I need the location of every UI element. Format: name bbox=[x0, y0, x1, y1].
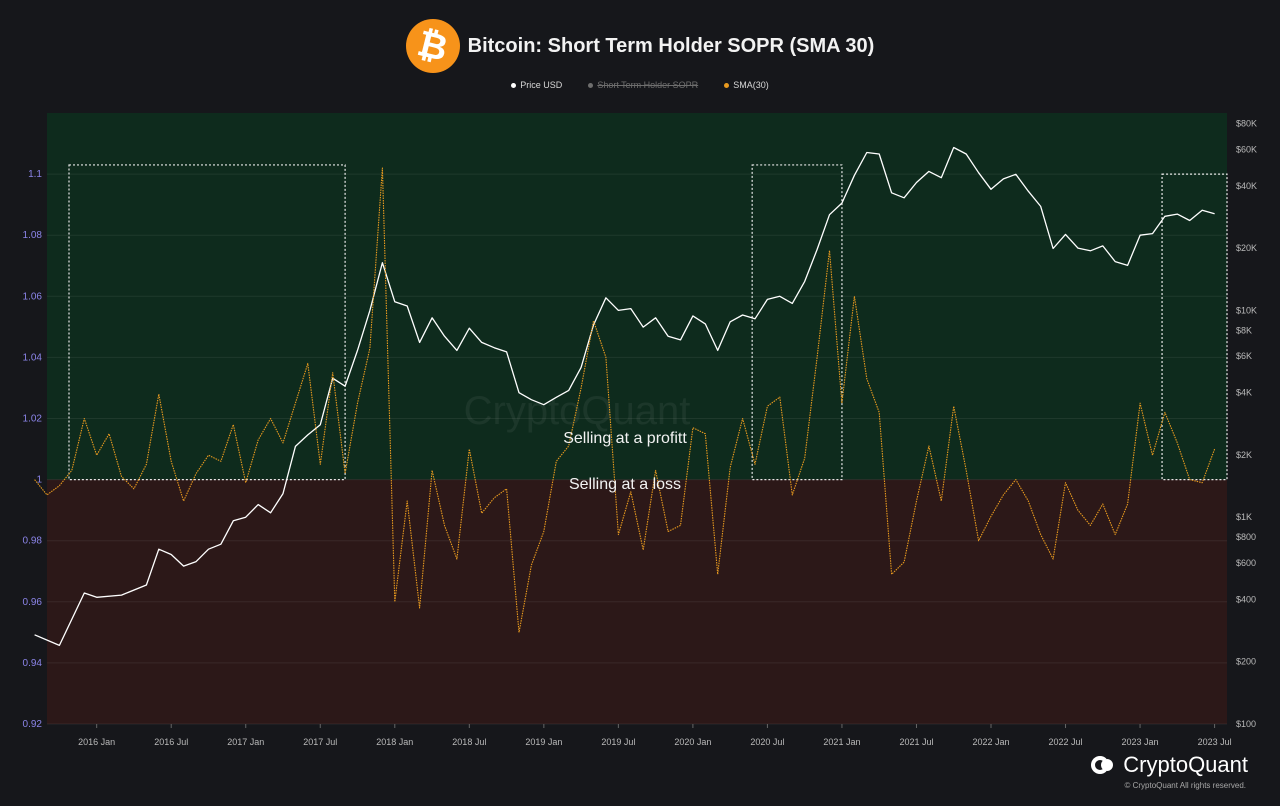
chart-header: ₿ Bitcoin: Short Term Holder SOPR (SMA 3… bbox=[0, 18, 1280, 74]
x-tick-label: 2023 Jan bbox=[1122, 737, 1159, 747]
right-tick-label: $2K bbox=[1236, 450, 1252, 460]
legend-label: Price USD bbox=[520, 80, 563, 90]
right-tick-label: $60K bbox=[1236, 144, 1257, 154]
right-tick-label: $8K bbox=[1236, 325, 1252, 335]
right-tick-label: $80K bbox=[1236, 119, 1257, 129]
legend-dot-icon bbox=[724, 82, 730, 88]
x-tick-label: 2019 Jul bbox=[601, 737, 635, 747]
left-tick-label: 0.92 bbox=[23, 719, 43, 730]
right-tick-label: $10K bbox=[1236, 305, 1257, 315]
legend-dot-icon bbox=[588, 82, 594, 88]
right-tick-label: $20K bbox=[1236, 243, 1257, 253]
cryptoquant-logo-icon bbox=[1091, 754, 1117, 776]
left-tick-label: 0.98 bbox=[23, 536, 43, 547]
left-tick-label: 0.96 bbox=[23, 597, 43, 608]
zone-profit bbox=[47, 113, 1227, 480]
legend-label: SMA(30) bbox=[733, 80, 769, 90]
legend-dot-icon bbox=[511, 82, 517, 88]
right-tick-label: $4K bbox=[1236, 388, 1252, 398]
chart-title: Bitcoin: Short Term Holder SOPR (SMA 30) bbox=[467, 34, 875, 57]
cryptoquant-brand: CryptoQuant bbox=[1091, 752, 1248, 778]
x-tick-label: 2017 Jul bbox=[303, 737, 337, 747]
zone-loss bbox=[47, 479, 1227, 724]
chart-legend: Price USD Short Term Holder SOPR SMA(30) bbox=[0, 80, 1280, 90]
x-tick-label: 2018 Jul bbox=[452, 737, 486, 747]
highlight-box bbox=[68, 164, 346, 481]
x-tick-label: 2021 Jan bbox=[823, 737, 860, 747]
left-tick-label: 1.02 bbox=[23, 414, 43, 425]
x-tick-label: 2019 Jan bbox=[525, 737, 562, 747]
right-tick-label: $6K bbox=[1236, 351, 1252, 361]
right-tick-label: $600 bbox=[1236, 558, 1256, 568]
right-tick-label: $100 bbox=[1236, 719, 1256, 729]
x-tick-label: 2020 Jul bbox=[750, 737, 784, 747]
x-tick-label: 2018 Jan bbox=[376, 737, 413, 747]
copyright-text: © CryptoQuant All rights reserved. bbox=[1124, 781, 1247, 790]
x-tick-label: 2017 Jan bbox=[227, 737, 264, 747]
x-tick-label: 2023 Jul bbox=[1198, 737, 1232, 747]
brand-name: CryptoQuant bbox=[1123, 752, 1248, 777]
left-tick-label: 1 bbox=[36, 475, 42, 486]
x-tick-label: 2016 Jul bbox=[154, 737, 188, 747]
x-tick-label: 2021 Jul bbox=[899, 737, 933, 747]
legend-item-sma[interactable]: SMA(30) bbox=[724, 80, 769, 90]
watermark: CryptoQuant bbox=[464, 389, 691, 433]
legend-item-sopr[interactable]: Short Term Holder SOPR bbox=[588, 80, 698, 90]
right-tick-label: $400 bbox=[1236, 594, 1256, 604]
x-tick-label: 2020 Jan bbox=[674, 737, 711, 747]
legend-item-price[interactable]: Price USD bbox=[511, 80, 562, 90]
highlight-box bbox=[751, 164, 843, 481]
right-tick-label: $800 bbox=[1236, 532, 1256, 542]
x-tick-label: 2022 Jan bbox=[972, 737, 1009, 747]
highlight-box bbox=[1161, 173, 1228, 481]
x-tick-label: 2022 Jul bbox=[1049, 737, 1083, 747]
bitcoin-logo-icon: ₿ bbox=[405, 19, 460, 73]
right-tick-label: $40K bbox=[1236, 181, 1257, 191]
right-tick-label: $200 bbox=[1236, 657, 1256, 667]
x-tick-label: 2016 Jan bbox=[78, 737, 115, 747]
left-tick-label: 1.1 bbox=[28, 169, 42, 180]
left-tick-label: 1.08 bbox=[23, 230, 43, 241]
price-usd-line bbox=[34, 146, 1215, 647]
left-tick-label: 1.06 bbox=[23, 291, 43, 302]
sma30-line bbox=[34, 167, 1216, 633]
annotation-loss: Selling at a loss bbox=[569, 476, 681, 493]
left-tick-label: 1.04 bbox=[23, 352, 43, 363]
annotation-profit: Selling at a profitt bbox=[563, 430, 687, 447]
left-tick-label: 0.94 bbox=[23, 658, 43, 669]
legend-label: Short Term Holder SOPR bbox=[597, 80, 699, 90]
right-tick-label: $1K bbox=[1236, 512, 1252, 522]
